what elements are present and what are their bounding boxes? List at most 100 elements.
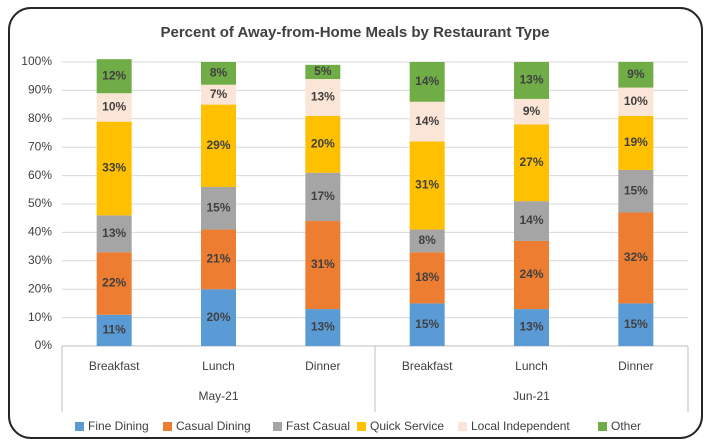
y-tick-label: 100% (21, 54, 52, 68)
legend-label: Quick Service (370, 419, 444, 433)
data-label: 31% (415, 178, 439, 192)
data-label: 10% (624, 94, 648, 108)
group-label: Jun-21 (513, 389, 550, 403)
x-tick-label: Dinner (305, 359, 340, 373)
y-tick-label: 60% (28, 168, 52, 182)
data-label: 7% (210, 87, 228, 101)
bar-segment (201, 289, 236, 346)
bar-segment (305, 172, 341, 222)
bar-segment (514, 98, 549, 125)
y-tick-label: 10% (28, 310, 52, 324)
data-label: 8% (418, 233, 436, 247)
data-label: 15% (206, 200, 230, 214)
legend-label: Local Independent (471, 419, 570, 433)
data-label: 13% (519, 73, 543, 87)
data-label: 20% (206, 310, 230, 324)
legend-swatch (75, 422, 84, 431)
data-label: 24% (519, 267, 543, 281)
legend-swatch (458, 422, 467, 431)
bar-segment (618, 303, 654, 346)
chart-title: Percent of Away-from-Home Meals by Resta… (161, 24, 550, 41)
y-tick-label: 50% (28, 196, 52, 210)
bar-segment (618, 212, 654, 304)
data-label: 9% (523, 104, 541, 118)
data-label: 19% (624, 135, 648, 149)
bar-segment (96, 314, 132, 346)
bar-segment (201, 186, 236, 230)
data-label: 21% (206, 252, 230, 266)
group-label: May-21 (198, 389, 238, 403)
bar-segment (514, 124, 549, 202)
y-tick-label: 40% (28, 225, 52, 239)
data-label: 13% (311, 90, 335, 104)
data-label: 8% (210, 66, 228, 80)
bar-segment (305, 309, 341, 346)
bar-segment (514, 201, 549, 241)
data-label: 11% (102, 323, 126, 337)
data-label: 13% (311, 320, 335, 334)
bar-segment (514, 240, 549, 310)
data-label: 29% (206, 138, 230, 152)
data-label: 33% (102, 161, 126, 175)
bar-segment (409, 141, 445, 230)
data-label: 15% (624, 317, 648, 331)
data-label: 14% (415, 114, 439, 128)
bar-segment (409, 252, 445, 304)
data-label: 17% (311, 189, 335, 203)
data-label: 14% (415, 74, 439, 88)
data-label: 5% (314, 64, 332, 78)
data-label: 31% (311, 257, 335, 271)
data-label: 9% (627, 67, 645, 81)
bar-segment (514, 62, 549, 99)
data-label: 18% (415, 270, 439, 284)
y-tick-label: 30% (28, 253, 52, 267)
bar-segment (409, 101, 445, 142)
data-label: 10% (102, 100, 126, 114)
data-label: 20% (311, 137, 335, 151)
bar-segment (96, 93, 132, 122)
legend-swatch (163, 422, 172, 431)
bar-segment (96, 252, 132, 315)
data-label: 15% (415, 317, 439, 331)
y-tick-label: 80% (28, 111, 52, 125)
bar-segment (96, 59, 132, 94)
bar-segment (305, 221, 341, 310)
x-tick-label: Breakfast (402, 359, 453, 373)
data-label: 13% (102, 226, 126, 240)
bar-segment (201, 104, 236, 187)
legend-swatch (273, 422, 282, 431)
x-tick-label: Lunch (515, 359, 548, 373)
data-label: 27% (519, 155, 543, 169)
bar-segment (305, 64, 341, 80)
y-tick-label: 20% (28, 281, 52, 295)
data-label: 22% (102, 276, 126, 290)
bar-segment (201, 229, 236, 290)
bar-segment (618, 115, 654, 170)
y-tick-label: 90% (28, 83, 52, 97)
x-tick-label: Dinner (618, 359, 653, 373)
bar-segment (96, 121, 132, 216)
x-tick-label: Breakfast (89, 359, 140, 373)
legend-label: Casual Dining (176, 419, 251, 433)
bar-segment (409, 303, 445, 346)
bar-segment (618, 169, 654, 213)
bar-segment (618, 62, 654, 88)
bar-segment (514, 309, 549, 346)
bar-segment (96, 215, 132, 253)
data-label: 14% (519, 213, 543, 227)
bar-segment (305, 115, 341, 173)
legend-label: Other (611, 419, 641, 433)
legend-label: Fine Dining (88, 419, 149, 433)
legend-label: Fast Casual (286, 419, 350, 433)
legend-swatch (357, 422, 366, 431)
y-tick-label: 0% (35, 338, 53, 352)
x-tick-label: Lunch (202, 359, 235, 373)
data-label: 32% (624, 250, 648, 264)
data-label: 15% (624, 183, 648, 197)
data-label: 12% (102, 68, 126, 82)
bar-segment (618, 87, 654, 116)
bar-segment (409, 62, 445, 102)
data-label: 13% (519, 320, 543, 334)
bar-segment (305, 79, 341, 116)
